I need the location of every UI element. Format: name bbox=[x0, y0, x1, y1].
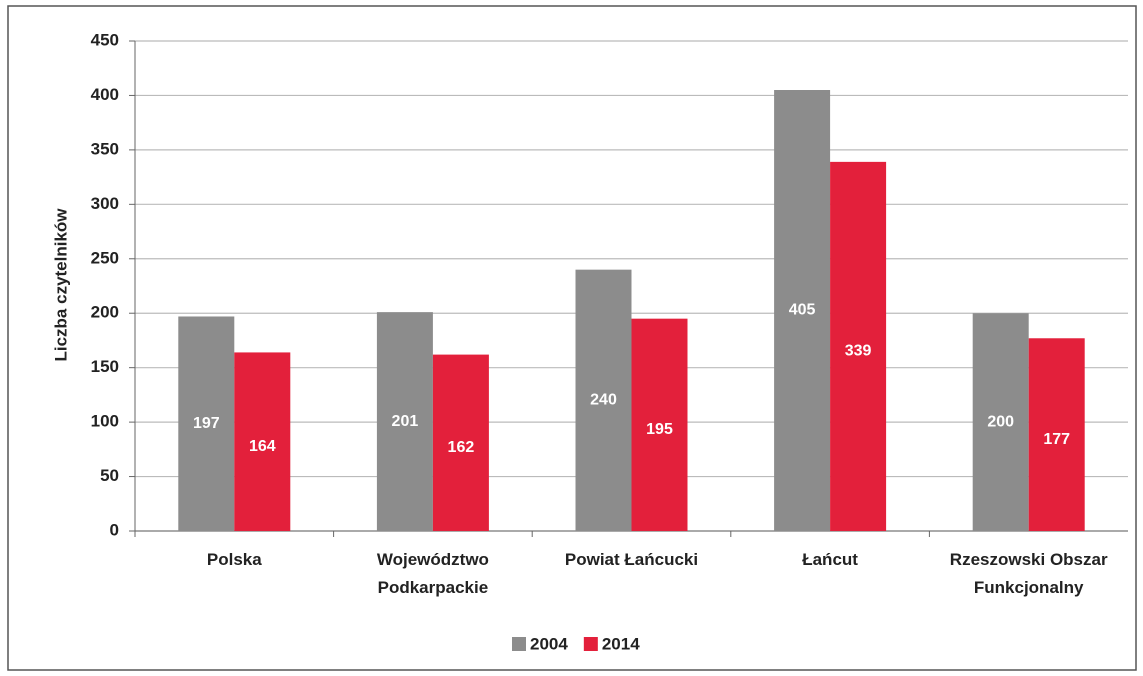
bar bbox=[575, 269, 632, 531]
bar bbox=[774, 90, 831, 531]
bar bbox=[631, 318, 688, 531]
bar bbox=[972, 313, 1029, 531]
x-tick-label: Województwo Podkarpackie bbox=[376, 550, 489, 597]
y-tick-label: 200 bbox=[91, 303, 119, 322]
legend-swatch bbox=[512, 637, 526, 651]
data-label: 177 bbox=[1043, 431, 1070, 448]
data-label: 164 bbox=[249, 438, 276, 455]
y-tick-label: 300 bbox=[91, 194, 119, 213]
data-label: 201 bbox=[392, 413, 419, 430]
y-tick-label: 400 bbox=[91, 85, 119, 104]
x-tick-label: Rzeszowski Obszar Funkcjonalny bbox=[949, 550, 1108, 597]
y-tick-label: 450 bbox=[91, 30, 119, 49]
legend-label: 2014 bbox=[602, 634, 640, 653]
bar bbox=[234, 352, 291, 531]
x-tick-label: Polska bbox=[206, 550, 262, 569]
data-label: 405 bbox=[789, 302, 816, 319]
y-tick-label: 250 bbox=[91, 248, 119, 267]
y-tick-label: 100 bbox=[91, 412, 119, 431]
frame bbox=[7, 5, 1137, 671]
y-tick-label: 0 bbox=[110, 520, 119, 539]
legend-label: 2004 bbox=[530, 634, 568, 653]
bar bbox=[432, 354, 489, 531]
data-label: 162 bbox=[448, 439, 475, 456]
y-tick-label: 150 bbox=[91, 357, 119, 376]
data-label: 195 bbox=[646, 421, 673, 438]
y-tick-label: 350 bbox=[91, 139, 119, 158]
y-axis-title: Liczba czytelników bbox=[51, 208, 70, 362]
data-label: 197 bbox=[193, 415, 220, 432]
data-label: 240 bbox=[590, 392, 617, 409]
bar bbox=[376, 312, 433, 531]
bar bbox=[830, 161, 887, 531]
x-tick-label: Łańcut bbox=[802, 550, 858, 569]
data-label: 200 bbox=[987, 413, 1014, 430]
data-label: 339 bbox=[845, 343, 872, 360]
x-tick-label: Powiat Łańcucki bbox=[564, 550, 699, 569]
bar bbox=[1028, 338, 1085, 531]
y-tick-label: 50 bbox=[100, 466, 119, 485]
legend-swatch bbox=[583, 637, 598, 651]
bar bbox=[178, 316, 235, 531]
